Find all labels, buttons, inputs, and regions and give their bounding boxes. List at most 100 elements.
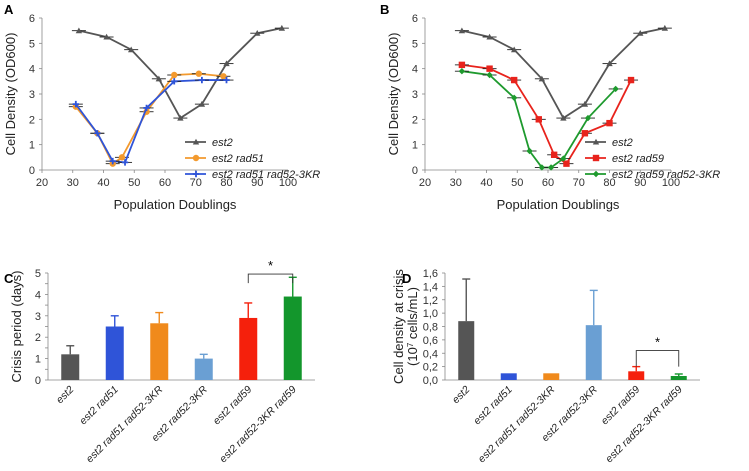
data-point (584, 114, 592, 122)
y-unit-rest: cells/mL) (405, 287, 420, 343)
y-tick-label: 5 (35, 268, 41, 280)
data-point (560, 114, 567, 121)
data-point (606, 60, 613, 67)
legend-label: est2 rad51 (212, 153, 264, 165)
bar-est2-rad51 (105, 326, 124, 380)
series-line (75, 79, 227, 164)
y-tick-label: 5 (29, 38, 35, 50)
data-point (547, 164, 555, 171)
legend-marker (192, 170, 200, 178)
significance-star: * (655, 335, 660, 350)
x-tick-label: 30 (67, 177, 79, 189)
y-axis-title: Cell Density (OD600) (3, 33, 18, 156)
x-axis-title: Population Doublings (114, 197, 237, 212)
x-tick-label: 40 (480, 177, 492, 189)
series-est2 (454, 24, 672, 121)
bar-est2-rad51-rad52-3KR (543, 373, 560, 380)
data-point (220, 73, 227, 80)
x-tick-label: 20 (419, 177, 431, 189)
series-est2 (71, 24, 289, 121)
x-tick-label: 100 (662, 177, 680, 189)
data-point (278, 24, 286, 31)
series-line (78, 27, 283, 120)
bar-est2 (61, 354, 80, 380)
data-point (458, 27, 466, 34)
y-tick-label: 1,6 (423, 268, 438, 280)
y-tick-label: 0 (412, 165, 418, 177)
data-point (563, 160, 570, 167)
significance-bracket (635, 350, 680, 367)
data-point (526, 147, 533, 155)
y-unit-base: (10 (405, 347, 420, 366)
x-tick-label: 60 (542, 177, 554, 189)
data-point (171, 78, 178, 85)
data-point (486, 71, 493, 79)
panel-label-C: C (4, 271, 14, 286)
data-point (127, 46, 135, 53)
panel-label-B: B (380, 2, 389, 17)
data-point (223, 76, 230, 84)
y-tick-label: 4 (29, 64, 35, 76)
legend-label: est2 (612, 137, 633, 149)
bar-est2-rad52-3KR (194, 358, 213, 380)
y-tick-label: 0,4 (423, 348, 438, 360)
bar-est2-rad52-3KR (585, 325, 602, 380)
x-tick-label: 80 (603, 177, 615, 189)
data-point (198, 76, 206, 84)
legend-marker (192, 154, 200, 162)
y-tick-label: 1,0 (423, 308, 438, 320)
x-tick-label: 30 (450, 177, 462, 189)
y-tick-label: 0,6 (423, 335, 438, 347)
data-point (538, 164, 546, 171)
data-point (550, 151, 558, 158)
x-axis-title: Population Doublings (497, 197, 620, 212)
y-axis-title: Cell Density (OD600) (386, 33, 401, 156)
panel-label-D: D (402, 271, 411, 286)
data-point (458, 68, 466, 75)
legend-label: est2 (212, 137, 233, 149)
series-line (461, 27, 666, 120)
data-point (535, 116, 542, 123)
y-tick-label: 3 (29, 89, 35, 101)
data-point (510, 76, 518, 84)
data-point (254, 30, 261, 36)
data-point (171, 71, 178, 79)
x-tick-label: 90 (251, 177, 263, 189)
x-tick-label: 50 (511, 177, 523, 189)
y-axis-title: Cell density at crisis (391, 269, 406, 384)
data-point (198, 100, 206, 107)
y-tick-label: 0,0 (423, 375, 438, 387)
category-label: est2 rad52-3KR rad59 (603, 384, 685, 466)
y-tick-label: 2 (29, 114, 35, 126)
series-est2-rad59-rad52-3KR (454, 68, 623, 171)
data-point (560, 155, 567, 162)
data-point (486, 33, 493, 40)
bar-est2-rad51-rad52-3KR (150, 323, 169, 380)
data-point (581, 130, 589, 137)
data-point (486, 65, 493, 72)
x-tick-label: 60 (159, 177, 171, 189)
category-label: est2 rad51 rad52-3KR (476, 383, 558, 465)
data-point (75, 27, 83, 34)
category-label: est2 rad59 (211, 384, 255, 428)
data-point (661, 24, 669, 31)
category-label: est2 rad51 rad52-3KR (84, 383, 166, 465)
y-tick-label: 4 (35, 289, 41, 301)
series-est2-rad59 (454, 61, 639, 167)
x-tick-label: 70 (190, 177, 202, 189)
data-point (109, 157, 116, 165)
category-label: est2 rad51 (77, 384, 121, 428)
panel-label-A: A (4, 2, 14, 17)
data-point (538, 75, 546, 82)
x-tick-label: 70 (573, 177, 585, 189)
y-tick-label: 3 (412, 89, 418, 101)
category-label: est2 rad59 (599, 384, 643, 428)
significance-bracket (247, 273, 294, 284)
y-tick-label: 0 (29, 165, 35, 177)
data-point (510, 94, 518, 101)
data-point (627, 76, 635, 84)
category-label: est2 rad52-3KR rad59 (217, 384, 299, 466)
